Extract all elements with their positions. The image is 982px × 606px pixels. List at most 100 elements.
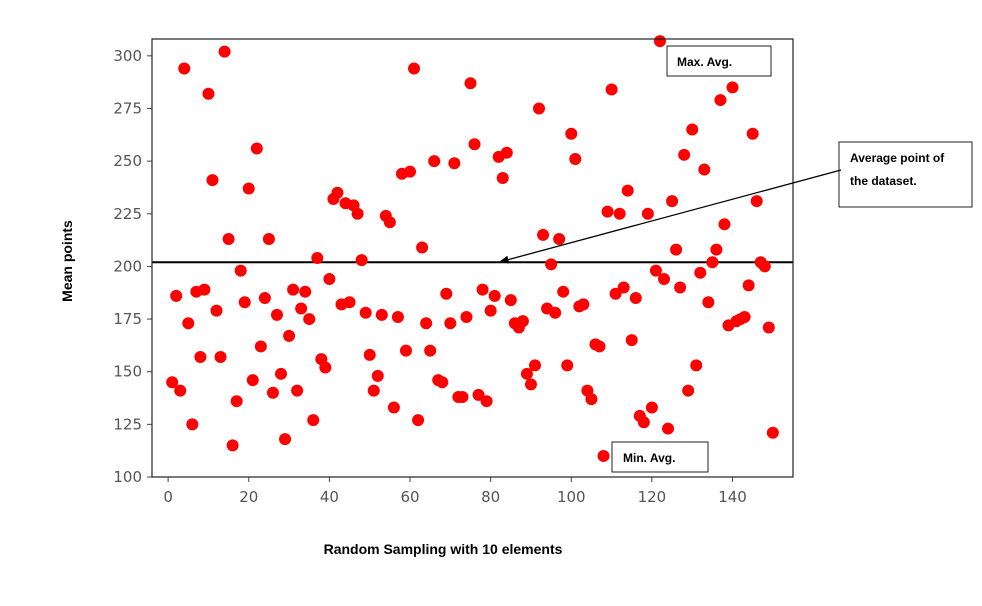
y-tick-label: 175 [113,310,142,328]
data-point [234,264,247,277]
data-point [230,395,243,408]
data-point [472,388,485,401]
data-point [331,186,344,199]
data-point [601,205,614,218]
data-point [545,258,558,271]
data-point [295,302,308,315]
data-point [766,426,779,439]
data-point [359,306,372,319]
data-point [653,35,666,48]
data-point [690,359,703,372]
y-tick-label: 250 [113,152,142,170]
data-point [387,401,400,414]
data-point [238,296,251,309]
max-avg-box [666,45,772,77]
data-point [214,350,227,363]
data-point [186,418,199,431]
data-point [375,308,388,321]
data-point [299,285,312,298]
x-axis-label: Random Sampling with 10 elements [324,541,563,557]
data-point [670,243,683,256]
min-avg-label: Min. Avg. [623,451,675,465]
data-point [561,359,574,372]
average-annotation: Average point of the dataset. [498,141,973,264]
data-point [553,233,566,246]
average-arrow-head [498,255,510,264]
data-point [307,414,320,427]
data-point [500,146,513,159]
data-point [371,369,384,382]
data-point [549,306,562,319]
data-point [641,207,654,220]
data-point [170,289,183,302]
x-axis-ticks: 0 20 40 60 80 100 120 140 [163,477,747,506]
data-point [662,422,675,435]
plot-frame [151,38,794,478]
data-point [218,45,231,58]
data-point [287,283,300,296]
data-point [351,207,364,220]
data-point [355,254,368,267]
data-point [440,287,453,300]
data-point [343,296,356,309]
x-tick-label: 80 [481,488,500,506]
data-point [444,317,457,330]
data-point [537,228,550,241]
data-point [412,414,425,427]
data-point [303,313,316,326]
average-label-line-1: Average point of [850,151,945,165]
data-point [496,171,509,184]
data-point [266,386,279,399]
data-point [166,376,179,389]
x-tick-label: 60 [400,488,419,506]
y-axis-ticks: 100 125 150 175 200 225 250 275 300 [113,47,152,486]
data-point [291,384,304,397]
data-points [166,35,779,462]
data-point [408,62,421,75]
data-point [460,310,473,323]
data-point [726,81,739,94]
data-point [262,233,275,246]
data-point [480,395,493,408]
data-point [597,449,610,462]
data-point [210,304,223,317]
min-avg-box [611,441,709,473]
y-tick-label: 200 [113,257,142,275]
data-point [283,329,296,342]
data-point [270,308,283,321]
data-point [528,359,541,372]
data-point [399,344,412,357]
average-label-line-2: the dataset. [850,174,917,188]
data-point [456,390,469,403]
data-point [637,416,650,429]
data-point [674,281,687,294]
data-point [666,195,679,208]
data-point [710,243,723,256]
data-point [246,374,259,387]
x-tick-label: 20 [239,488,258,506]
data-point [629,292,642,305]
data-point [383,216,396,229]
data-point [516,315,529,328]
x-tick-label: 140 [718,488,747,506]
data-point [420,317,433,330]
data-point [323,273,336,286]
data-point [533,102,546,115]
data-point [391,310,404,323]
data-point [645,401,658,414]
data-point [254,340,267,353]
data-point [436,376,449,389]
data-point [404,165,417,178]
data-point [706,256,719,269]
data-point [468,138,481,151]
data-point [609,287,622,300]
data-point [557,285,570,298]
y-tick-label: 300 [113,47,142,65]
y-tick-label: 150 [113,363,142,381]
data-point [250,142,263,155]
data-point [649,264,662,277]
data-point [718,218,731,231]
data-point [424,344,437,357]
data-point [311,252,324,264]
